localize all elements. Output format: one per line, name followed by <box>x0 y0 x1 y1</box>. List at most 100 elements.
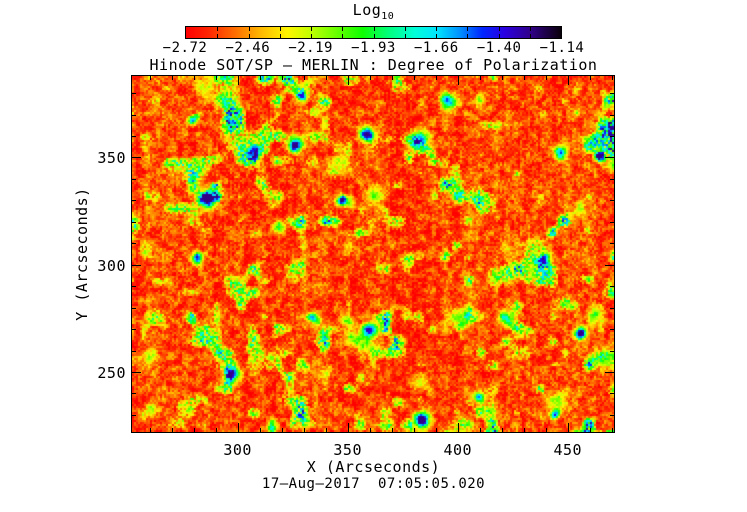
colorbar-scale-label: Log <box>352 1 382 19</box>
colorbar-tick <box>498 27 500 31</box>
y-minor-tick <box>132 114 136 116</box>
x-major-tick <box>457 423 459 432</box>
y-minor-tick <box>610 286 614 288</box>
x-minor-tick <box>171 76 173 80</box>
y-minor-tick <box>610 329 614 331</box>
colorbar <box>185 26 562 39</box>
colorbar-tick-label: −1.66 <box>414 40 459 56</box>
y-major-tick <box>605 264 614 266</box>
x-minor-tick <box>589 76 591 80</box>
y-minor-tick <box>610 414 614 416</box>
plot-frame <box>131 75 615 433</box>
x-minor-tick <box>149 76 151 80</box>
y-minor-tick <box>132 178 136 180</box>
colorbar-tick <box>498 34 500 38</box>
y-minor-tick <box>132 243 136 245</box>
y-major-tick <box>605 157 614 159</box>
observation-timestamp: 17–Aug–2017 07:05:05.020 <box>261 476 486 492</box>
x-minor-tick <box>501 76 503 80</box>
x-minor-tick <box>193 428 195 432</box>
x-tick-label: 400 <box>443 441 473 459</box>
colorbar-tick <box>373 27 375 31</box>
y-major-tick <box>605 371 614 373</box>
polarization-heatmap <box>132 76 614 432</box>
y-minor-tick <box>132 200 136 202</box>
y-tick-label: 350 <box>97 149 126 168</box>
y-minor-tick <box>610 136 614 138</box>
colorbar-tick-labels: −2.72 −2.46 −2.19 −1.93 −1.66 −1.40 −1.14 <box>163 40 584 56</box>
colorbar-tick <box>373 34 375 38</box>
x-axis-title: X (Arcseconds) <box>306 458 441 476</box>
colorbar-tick-label: −2.19 <box>288 40 333 56</box>
y-minor-tick <box>610 243 614 245</box>
x-tick-label: 300 <box>223 441 252 459</box>
x-minor-tick <box>215 76 217 80</box>
x-major-tick <box>567 76 569 85</box>
x-minor-tick <box>545 76 547 80</box>
x-minor-tick <box>193 76 195 80</box>
x-minor-tick <box>325 76 327 80</box>
colorbar-tick-label: −1.93 <box>351 40 396 56</box>
x-major-tick <box>457 76 459 85</box>
x-major-tick <box>347 423 349 432</box>
colorbar-tick <box>217 34 219 38</box>
y-minor-tick <box>610 221 614 223</box>
x-minor-tick <box>545 428 547 432</box>
x-minor-tick <box>413 428 415 432</box>
y-minor-tick <box>132 329 136 331</box>
colorbar-tick-label: −2.72 <box>162 40 208 56</box>
colorbar-tick <box>404 27 406 31</box>
colorbar-tick <box>436 27 437 31</box>
x-minor-tick <box>611 428 613 432</box>
x-minor-tick <box>479 428 481 432</box>
x-minor-tick <box>523 76 525 80</box>
x-major-tick <box>347 76 349 85</box>
colorbar-gradient <box>186 27 561 38</box>
x-minor-tick <box>435 76 437 80</box>
x-major-tick <box>237 76 239 85</box>
y-minor-tick <box>132 221 136 223</box>
y-major-tick <box>132 264 141 266</box>
plot-title: Hinode SOT/SP — MERLIN : Degree of Polar… <box>149 56 598 74</box>
y-major-tick <box>132 157 141 159</box>
x-minor-tick <box>303 76 305 80</box>
x-minor-tick <box>215 428 217 432</box>
x-minor-tick <box>391 76 393 80</box>
y-minor-tick <box>132 286 136 288</box>
x-minor-tick <box>303 428 305 432</box>
x-minor-tick <box>501 428 503 432</box>
colorbar-tick <box>279 27 281 31</box>
colorbar-tick <box>311 34 312 38</box>
colorbar-tick <box>529 34 531 38</box>
x-minor-tick <box>413 76 415 80</box>
y-minor-tick <box>610 93 614 95</box>
x-minor-tick <box>149 428 151 432</box>
x-minor-tick <box>479 76 481 80</box>
colorbar-tick <box>342 27 344 31</box>
y-minor-tick <box>610 307 614 309</box>
colorbar-tick <box>248 34 250 38</box>
x-minor-tick <box>281 428 283 432</box>
colorbar-title: Log10 <box>185 2 562 22</box>
colorbar-tick <box>279 34 281 38</box>
y-minor-tick <box>610 178 614 180</box>
x-minor-tick <box>325 428 327 432</box>
colorbar-tick <box>404 34 406 38</box>
y-minor-tick <box>132 414 136 416</box>
y-tick-label: 250 <box>97 363 126 382</box>
y-minor-tick <box>132 93 136 95</box>
x-minor-tick <box>589 428 591 432</box>
y-minor-tick <box>610 393 614 395</box>
y-minor-tick <box>132 350 136 352</box>
colorbar-tick <box>436 34 437 38</box>
x-tick-label: 450 <box>553 441 583 459</box>
colorbar-tick-label: −1.14 <box>539 40 585 56</box>
x-minor-tick <box>281 76 283 80</box>
colorbar-tick <box>467 27 469 31</box>
y-tick-label: 300 <box>97 256 126 275</box>
y-minor-tick <box>610 114 614 116</box>
x-minor-tick <box>259 428 261 432</box>
x-minor-tick <box>523 428 525 432</box>
x-major-tick <box>567 423 569 432</box>
